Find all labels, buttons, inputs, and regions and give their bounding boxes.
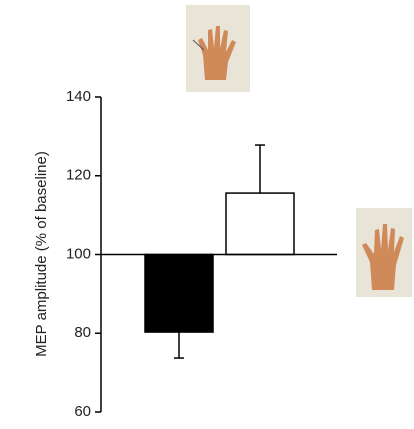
y-tick-label: 140 — [66, 88, 91, 105]
y-axis-label: MEP amplitude (% of baseline) — [33, 151, 50, 357]
hand-photo-right — [356, 208, 412, 297]
y-tick-label: 100 — [66, 245, 91, 262]
y-tick-label: 120 — [66, 167, 91, 184]
bar — [226, 193, 294, 254]
bar — [145, 255, 213, 333]
chart: MEP amplitude (% of baseline) 60 80 100 120… — [0, 0, 414, 429]
y-tick-label: 60 — [74, 403, 91, 420]
y-tick-label: 80 — [74, 324, 91, 341]
hand-photo-top — [186, 5, 250, 92]
